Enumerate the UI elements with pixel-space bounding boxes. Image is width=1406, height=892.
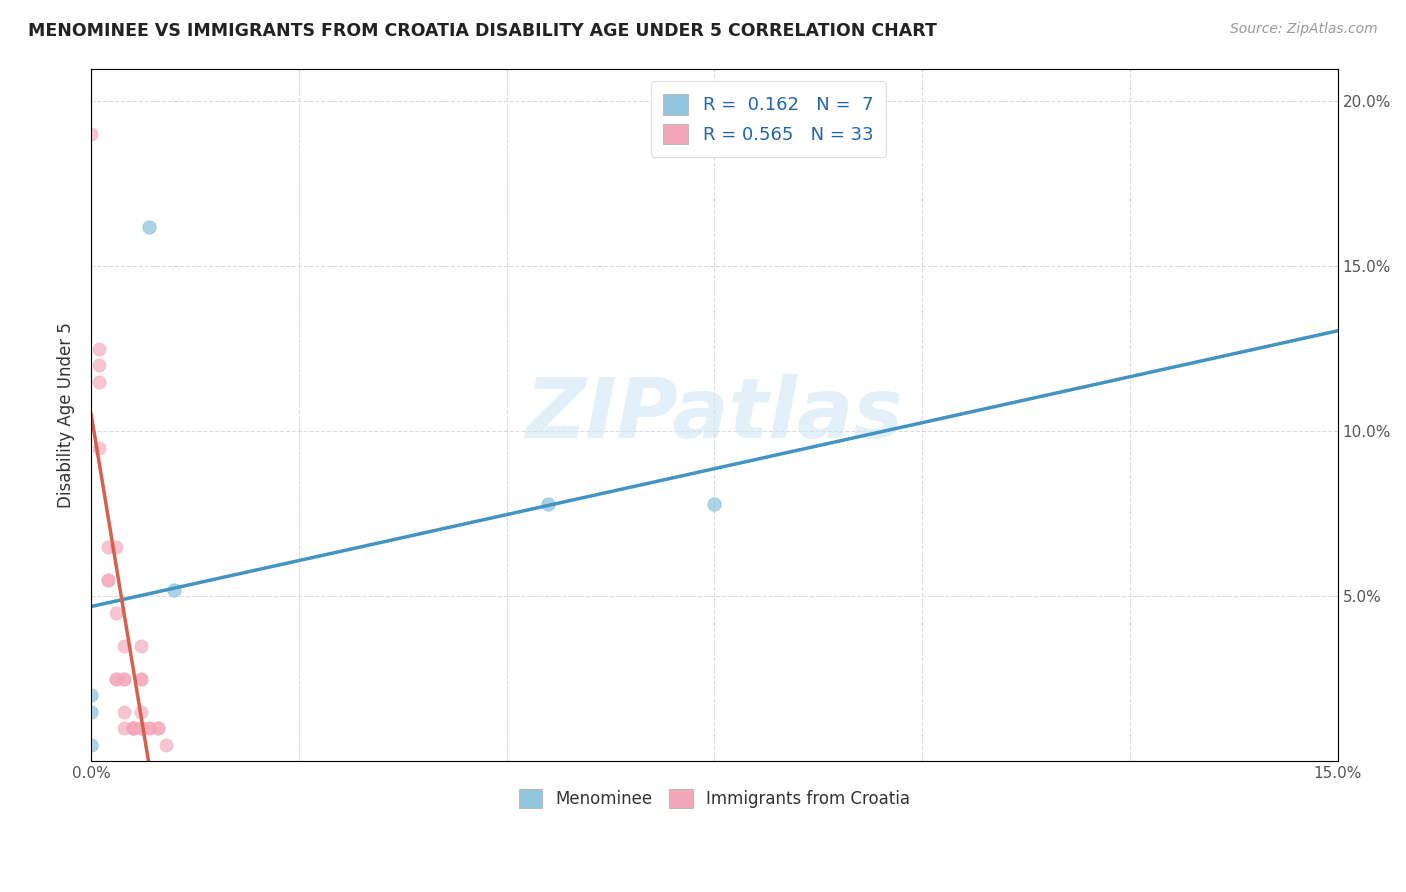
Y-axis label: Disability Age Under 5: Disability Age Under 5 <box>58 322 75 508</box>
Point <box>129 721 152 735</box>
Point <box>112 721 135 735</box>
Point <box>138 721 160 735</box>
Point <box>80 688 103 702</box>
Point <box>138 219 160 234</box>
Point <box>121 721 143 735</box>
Point <box>121 721 143 735</box>
Point <box>89 441 111 455</box>
Point <box>105 672 128 686</box>
Point <box>121 721 143 735</box>
Point <box>80 705 103 719</box>
Point <box>89 359 111 373</box>
Point <box>97 573 120 587</box>
Legend: Menominee, Immigrants from Croatia: Menominee, Immigrants from Croatia <box>512 782 917 815</box>
Text: ZIPatlas: ZIPatlas <box>526 375 904 455</box>
Point <box>97 573 120 587</box>
Point <box>121 721 143 735</box>
Point <box>129 672 152 686</box>
Point <box>138 721 160 735</box>
Text: MENOMINEE VS IMMIGRANTS FROM CROATIA DISABILITY AGE UNDER 5 CORRELATION CHART: MENOMINEE VS IMMIGRANTS FROM CROATIA DIS… <box>28 22 936 40</box>
Point <box>121 721 143 735</box>
Point <box>89 342 111 356</box>
Point <box>80 128 103 142</box>
Point <box>155 738 177 752</box>
Point <box>129 705 152 719</box>
Point <box>112 672 135 686</box>
Point <box>105 540 128 554</box>
Point <box>105 606 128 620</box>
Text: Source: ZipAtlas.com: Source: ZipAtlas.com <box>1230 22 1378 37</box>
Point <box>537 497 560 511</box>
Point <box>112 672 135 686</box>
Point <box>97 540 120 554</box>
Point <box>703 497 725 511</box>
Point <box>129 721 152 735</box>
Point <box>112 639 135 653</box>
Point <box>112 705 135 719</box>
Point <box>80 738 103 752</box>
Point <box>89 375 111 389</box>
Point <box>146 721 169 735</box>
Point <box>163 582 186 597</box>
Point <box>146 721 169 735</box>
Point <box>129 672 152 686</box>
Point <box>129 639 152 653</box>
Point <box>105 672 128 686</box>
